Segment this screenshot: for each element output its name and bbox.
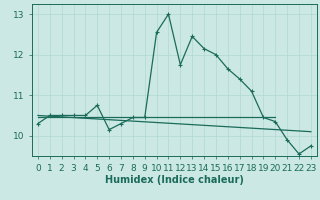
X-axis label: Humidex (Indice chaleur): Humidex (Indice chaleur) [105, 175, 244, 185]
